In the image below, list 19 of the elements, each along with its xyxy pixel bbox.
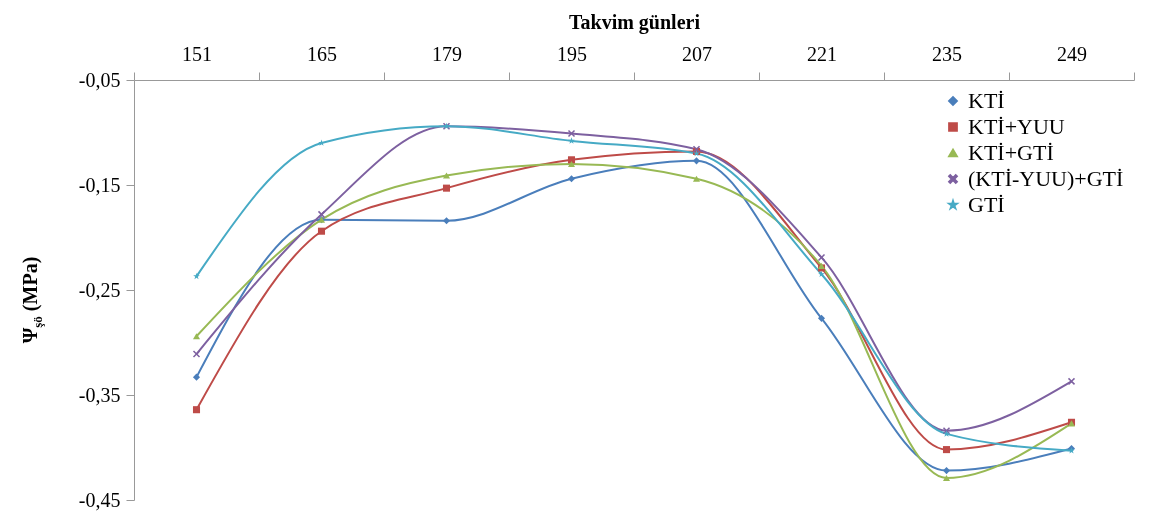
legend-label: (KTİ-YUU)+GTİ xyxy=(968,166,1124,191)
y-tick-label: -0,25 xyxy=(78,278,121,301)
x-tick-label: 195 xyxy=(557,42,587,65)
x-tick-label: 221 xyxy=(807,42,837,65)
x-axis-title: Takvim günleri xyxy=(569,10,701,34)
y-tick-label: -0,45 xyxy=(78,488,121,511)
legend-label: KTİ+YUU xyxy=(968,114,1065,139)
legend-label: KTİ+GTİ xyxy=(968,140,1054,165)
x-tick-label: 165 xyxy=(307,42,337,65)
x-tick-label: 179 xyxy=(432,42,462,65)
x-tick-label: 207 xyxy=(682,42,712,65)
x-tick-label: 249 xyxy=(1057,42,1087,65)
x-tick-label: 235 xyxy=(932,42,962,65)
y-tick-label: -0,05 xyxy=(78,68,121,91)
x-tick-label: 151 xyxy=(182,42,212,65)
y-tick-label: -0,15 xyxy=(78,173,121,196)
y-tick-label: -0,35 xyxy=(78,383,121,406)
legend-label: GTİ xyxy=(968,192,1005,217)
legend-label: KTİ xyxy=(968,88,1005,113)
